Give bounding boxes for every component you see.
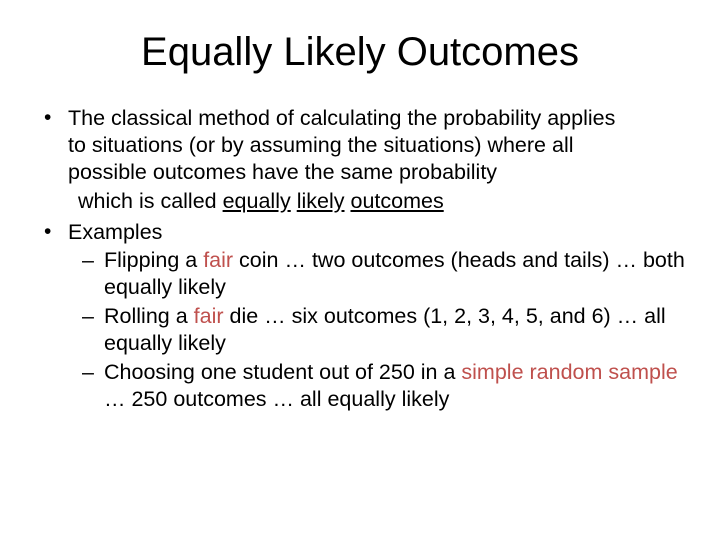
text-line: possible outcomes have the same probabil…	[68, 160, 497, 184]
highlight-simple-random-sample: simple random sample	[461, 360, 677, 384]
text-line: The classical method of calculating the …	[68, 106, 615, 130]
slide-title: Equally Likely Outcomes	[30, 30, 690, 75]
bullet-classical-method: The classical method of calculating the …	[30, 105, 690, 215]
text-line: Examples	[68, 220, 162, 244]
text-line: to situations (or by assuming the situat…	[68, 133, 574, 157]
highlight-fair: fair	[194, 304, 224, 328]
highlight-fair: fair	[203, 248, 233, 272]
text-span: … 250 outcomes … all equally likely	[104, 387, 449, 411]
text-span: which is called	[78, 189, 223, 213]
text-span: Rolling a	[104, 304, 194, 328]
sub-list: Flipping a fair coin … two outcomes (hea…	[68, 247, 690, 412]
sub-item-die: Rolling a fair die … six outcomes (1, 2,…	[68, 303, 690, 357]
underline-likely: likely	[297, 189, 345, 213]
sub-item-coin: Flipping a fair coin … two outcomes (hea…	[68, 247, 690, 301]
sub-item-sample: Choosing one student out of 250 in a sim…	[68, 359, 690, 413]
bullet-examples: Examples Flipping a fair coin … two outc…	[30, 219, 690, 413]
slide: Equally Likely Outcomes The classical me…	[0, 0, 720, 540]
text-span: Choosing one student out of 250 in a	[104, 360, 461, 384]
underline-equally: equally	[223, 189, 291, 213]
text-span: Flipping a	[104, 248, 203, 272]
text-line-which: which is called equally likely outcomes	[68, 188, 690, 215]
bullet-list: The classical method of calculating the …	[30, 105, 690, 413]
underline-outcomes: outcomes	[351, 189, 444, 213]
